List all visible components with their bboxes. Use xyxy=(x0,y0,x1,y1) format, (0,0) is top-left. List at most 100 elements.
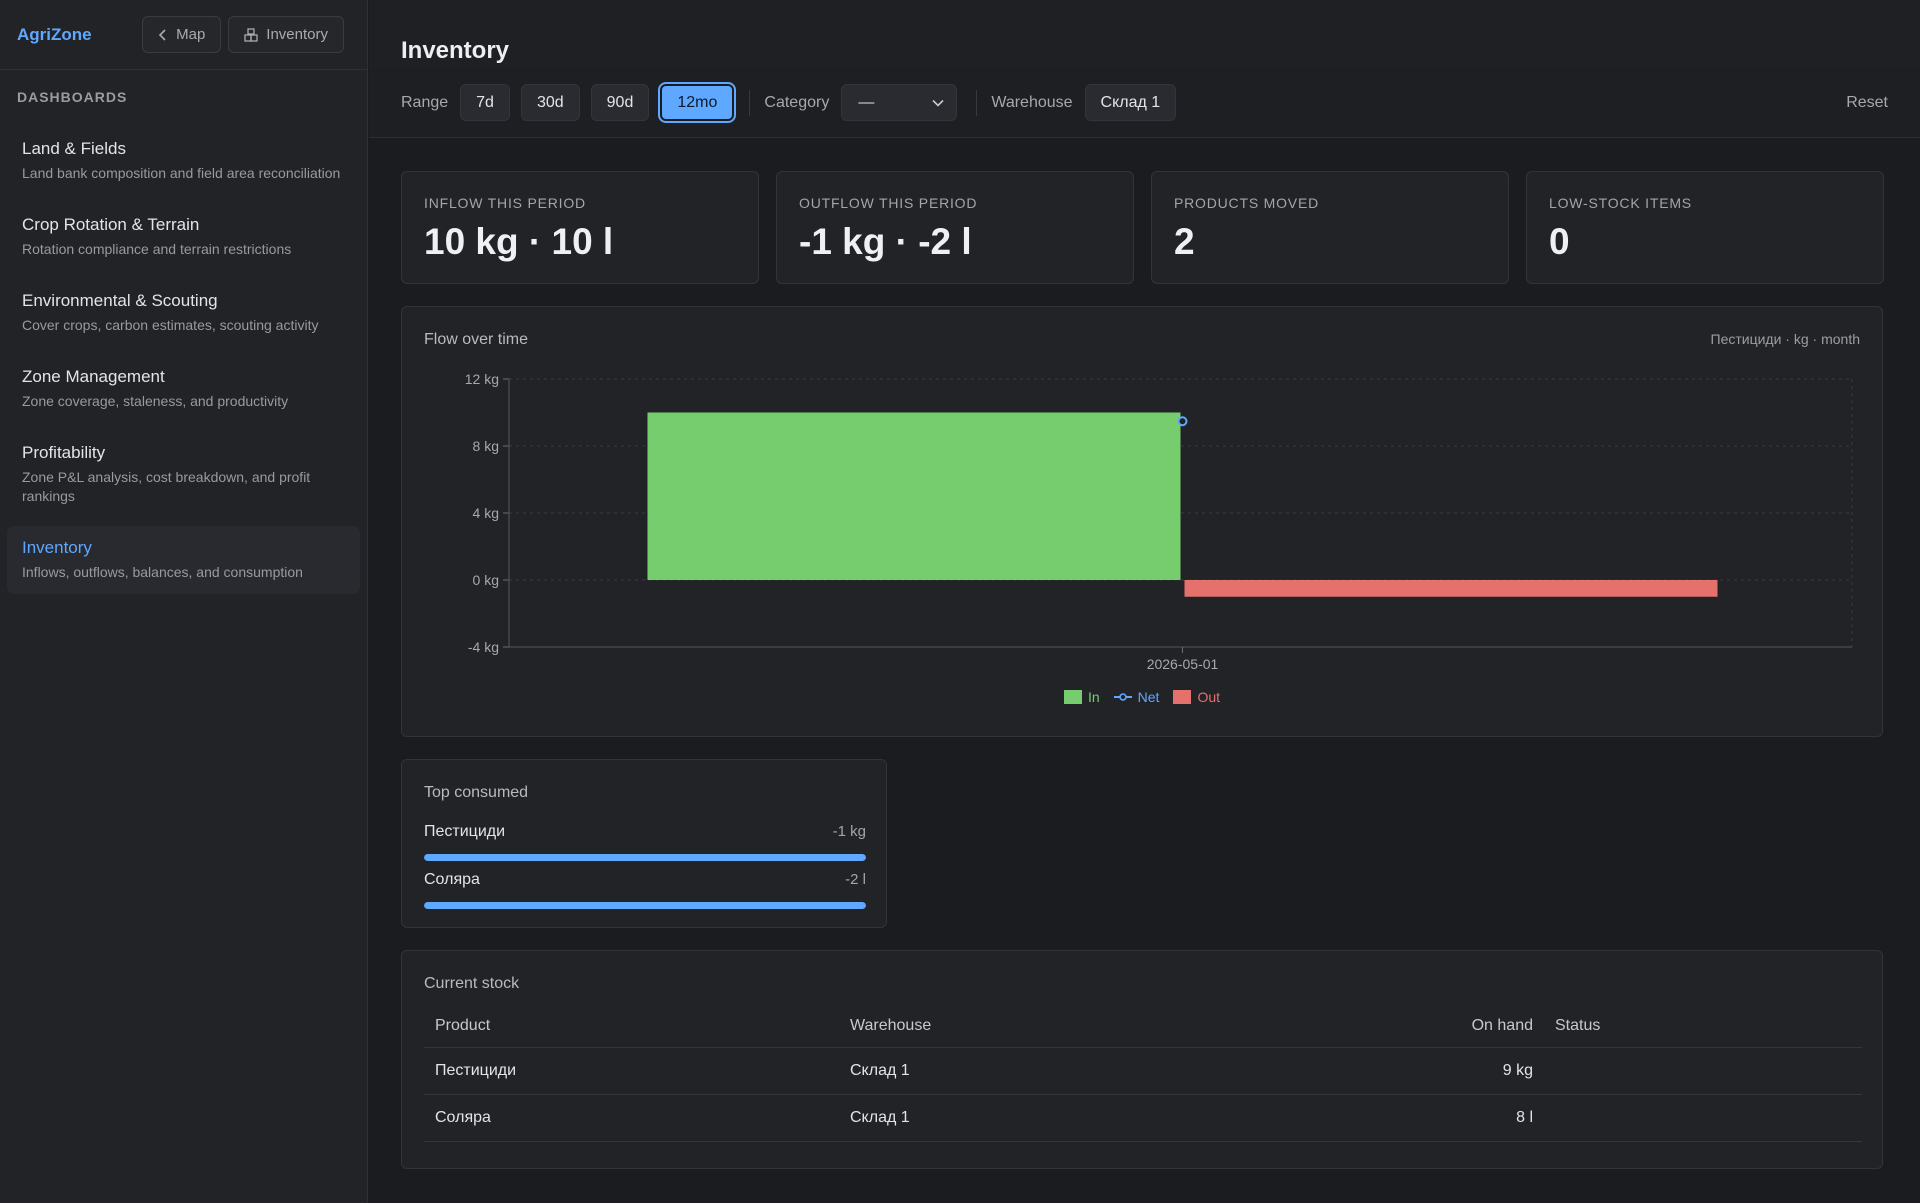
cell-warehouse: Склад 1 xyxy=(839,1094,1399,1142)
top-consumed-title: Top consumed xyxy=(424,784,529,801)
boxes-icon xyxy=(244,27,258,42)
legend-label: Net xyxy=(1137,689,1160,705)
kpi-card-products-moved: PRODUCTS MOVED 2 xyxy=(1151,171,1509,284)
y-tick-label: -4 kg xyxy=(468,639,499,655)
chart-meta: Пестициди · kg · month xyxy=(1710,331,1861,347)
bar-out xyxy=(1184,580,1718,597)
kpi-value: -1 kg · -2 l xyxy=(799,221,972,262)
list-item: Соляра -2 l xyxy=(424,871,866,909)
kpi-label: INFLOW THIS PERIOD xyxy=(424,195,586,211)
x-tick-label: 2026-05-01 xyxy=(1147,656,1219,672)
cell-on-hand: 9 kg xyxy=(1399,1047,1544,1095)
legend-label: In xyxy=(1087,689,1100,705)
legend-item-in[interactable]: In xyxy=(1063,689,1100,705)
reset-button[interactable]: Reset xyxy=(1846,93,1888,111)
dashboard-nav: Land & Fields Land bank composition and … xyxy=(0,127,367,594)
cell-status xyxy=(1544,1047,1862,1095)
column-header-warehouse[interactable]: Warehouse xyxy=(850,1017,932,1034)
kpi-card-outflow: OUTFLOW THIS PERIOD -1 kg · -2 l xyxy=(776,171,1134,284)
top-consumed-panel: Top consumed Пестициди -1 kg Соляра -2 l xyxy=(401,759,887,928)
kpi-value: 0 xyxy=(1549,221,1570,262)
y-tick-label: 0 kg xyxy=(473,572,499,588)
table-row[interactable]: Пестициди Склад 1 9 kg xyxy=(424,1047,1862,1095)
filter-divider xyxy=(749,89,751,116)
sidebar-item-title: Zone Management xyxy=(22,367,165,386)
y-tick-label: 12 kg xyxy=(465,371,499,387)
kpi-label: OUTFLOW THIS PERIOD xyxy=(799,195,978,211)
chevron-down-icon xyxy=(932,94,944,112)
main-content: Inventory Range 7d 30d 90d 12mo Category… xyxy=(369,0,1920,1203)
sidebar-item-profitability[interactable]: Profitability Zone P&L analysis, cost br… xyxy=(7,431,360,518)
kpi-row: INFLOW THIS PERIOD 10 kg · 10 l OUTFLOW … xyxy=(401,171,1884,284)
legend-item-net[interactable]: Net xyxy=(1113,689,1160,705)
consumption-bar xyxy=(424,902,866,909)
net-point xyxy=(1177,416,1188,427)
current-stock-panel: Current stock Product Warehouse On hand … xyxy=(401,950,1883,1169)
warehouse-select[interactable]: Склад 1 xyxy=(1084,84,1177,121)
sidebar-item-zone-management[interactable]: Zone Management Zone coverage, staleness… xyxy=(7,355,360,423)
page-title: Inventory xyxy=(401,37,510,64)
sidebar-item-desc: Land bank composition and field area rec… xyxy=(22,165,341,181)
sidebar-item-land-fields[interactable]: Land & Fields Land bank composition and … xyxy=(7,127,360,195)
table-row[interactable]: Соляра Склад 1 8 l xyxy=(424,1094,1862,1142)
sidebar-item-desc: Zone P&L analysis, cost breakdown, and p… xyxy=(22,469,311,504)
map-button-label: Map xyxy=(176,26,206,43)
filter-divider xyxy=(976,89,978,116)
bar-in xyxy=(647,412,1181,580)
column-header-status[interactable]: Status xyxy=(1555,1017,1601,1034)
kpi-label: LOW-STOCK ITEMS xyxy=(1549,195,1692,211)
sidebar-item-title: Land & Fields xyxy=(22,139,126,158)
range-label: Range xyxy=(401,93,449,111)
sidebar-item-title: Environmental & Scouting xyxy=(22,291,218,310)
category-select-value: — xyxy=(858,93,875,111)
consumed-amount: -2 l xyxy=(845,871,866,888)
chart-legend: In Net Out xyxy=(402,689,1882,705)
legend-label: Out xyxy=(1197,689,1221,705)
sidebar-item-title: Crop Rotation & Terrain xyxy=(22,215,200,234)
range-30d-button[interactable]: 30d xyxy=(520,84,580,121)
warehouse-label: Warehouse xyxy=(991,93,1073,111)
consumption-bar xyxy=(424,854,866,861)
kpi-card-low-stock: LOW-STOCK ITEMS 0 xyxy=(1526,171,1884,284)
column-header-on-hand[interactable]: On hand xyxy=(1471,1017,1533,1034)
legend-swatch xyxy=(1063,690,1082,704)
legend-item-out[interactable]: Out xyxy=(1173,689,1220,705)
sidebar: AgriZone Map Inventory DASHBOARDS Land &… xyxy=(0,0,368,1203)
page-header: Inventory xyxy=(369,0,1920,68)
cell-product: Пестициди xyxy=(424,1047,839,1095)
sidebar-item-desc: Rotation compliance and terrain restrict… xyxy=(22,241,292,257)
sidebar-item-environmental[interactable]: Environmental & Scouting Cover crops, ca… xyxy=(7,279,360,347)
stock-table: Product Warehouse On hand Status Пестици… xyxy=(424,1017,1862,1142)
kpi-label: PRODUCTS MOVED xyxy=(1174,195,1319,211)
map-button[interactable]: Map xyxy=(142,16,222,53)
category-label: Category xyxy=(764,93,830,111)
current-stock-title: Current stock xyxy=(424,975,520,992)
sidebar-header: AgriZone Map Inventory xyxy=(0,0,367,70)
cell-status xyxy=(1544,1094,1862,1142)
inventory-button[interactable]: Inventory xyxy=(228,16,344,53)
sidebar-item-desc: Inflows, outflows, balances, and consump… xyxy=(22,564,303,580)
range-90d-button[interactable]: 90d xyxy=(590,84,650,121)
table-header-row: Product Warehouse On hand Status xyxy=(424,1017,1862,1048)
consumption-bar-fill xyxy=(424,902,866,909)
cell-product: Соляра xyxy=(424,1094,839,1142)
chart-title: Flow over time xyxy=(424,331,529,348)
sidebar-item-desc: Cover crops, carbon estimates, scouting … xyxy=(22,317,319,333)
flow-chart-panel: 12 kg 8 kg 4 kg 0 kg -4 kg 2026-05-01 Flow ov… xyxy=(401,306,1883,737)
cell-warehouse: Склад 1 xyxy=(839,1047,1399,1095)
category-select[interactable]: — xyxy=(841,84,958,121)
range-7d-button[interactable]: 7d xyxy=(460,84,510,121)
brand-logo[interactable]: AgriZone xyxy=(17,24,92,44)
column-header-product[interactable]: Product xyxy=(435,1017,491,1034)
kpi-value: 10 kg · 10 l xyxy=(424,221,614,262)
sidebar-item-title: Inventory xyxy=(22,538,92,557)
consumed-amount: -1 kg xyxy=(832,823,866,840)
legend-swatch xyxy=(1173,690,1192,704)
kpi-value: 2 xyxy=(1174,221,1195,262)
range-12mo-button[interactable]: 12mo xyxy=(660,84,735,121)
sidebar-item-inventory[interactable]: Inventory Inflows, outflows, balances, a… xyxy=(7,526,360,594)
sidebar-item-title: Profitability xyxy=(22,443,106,462)
dashboards-section-label: DASHBOARDS xyxy=(17,89,128,105)
flow-chart: 12 kg 8 kg 4 kg 0 kg -4 kg 2026-05-01 xyxy=(465,371,1853,672)
sidebar-item-crop-rotation[interactable]: Crop Rotation & Terrain Rotation complia… xyxy=(7,203,360,271)
